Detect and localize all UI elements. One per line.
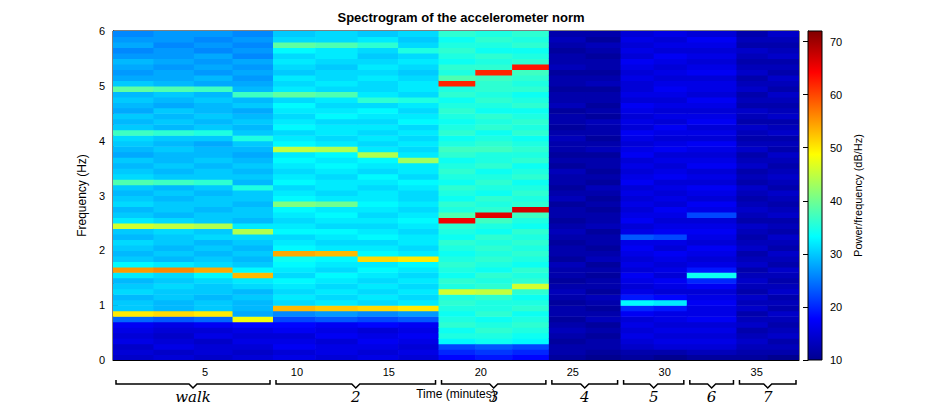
- svg-text:15: 15: [383, 366, 395, 378]
- svg-text:4: 4: [579, 388, 590, 406]
- svg-text:10: 10: [291, 366, 303, 378]
- svg-text:20: 20: [475, 366, 487, 378]
- svg-text:6: 6: [99, 25, 105, 37]
- svg-text:20: 20: [830, 301, 842, 313]
- svg-text:5: 5: [99, 80, 105, 92]
- svg-text:10: 10: [830, 354, 842, 366]
- svg-text:2: 2: [99, 244, 105, 256]
- svg-text:30: 30: [659, 366, 671, 378]
- svg-text:Spectrogram of the acceleromet: Spectrogram of the accelerometer norm: [337, 10, 584, 25]
- svg-text:25: 25: [567, 366, 579, 378]
- svg-text:7: 7: [763, 388, 773, 406]
- svg-text:5: 5: [202, 366, 208, 378]
- svg-text:walk: walk: [175, 388, 211, 406]
- svg-text:70: 70: [830, 36, 842, 48]
- svg-text:1: 1: [99, 299, 105, 311]
- svg-text:40: 40: [830, 195, 842, 207]
- svg-text:2: 2: [350, 388, 361, 406]
- svg-text:6: 6: [707, 388, 717, 406]
- svg-text:35: 35: [751, 366, 763, 378]
- svg-text:5: 5: [649, 388, 659, 406]
- svg-text:50: 50: [830, 142, 842, 154]
- svg-text:60: 60: [830, 89, 842, 101]
- svg-text:Frequency (Hz): Frequency (Hz): [75, 154, 89, 237]
- svg-text:Power/frequency (dB/Hz): Power/frequency (dB/Hz): [852, 134, 864, 257]
- svg-text:30: 30: [830, 248, 842, 260]
- svg-text:3: 3: [99, 190, 105, 202]
- svg-text:Time (minutes): Time (minutes): [416, 387, 496, 401]
- svg-text:0: 0: [99, 354, 105, 366]
- svg-text:4: 4: [99, 135, 105, 147]
